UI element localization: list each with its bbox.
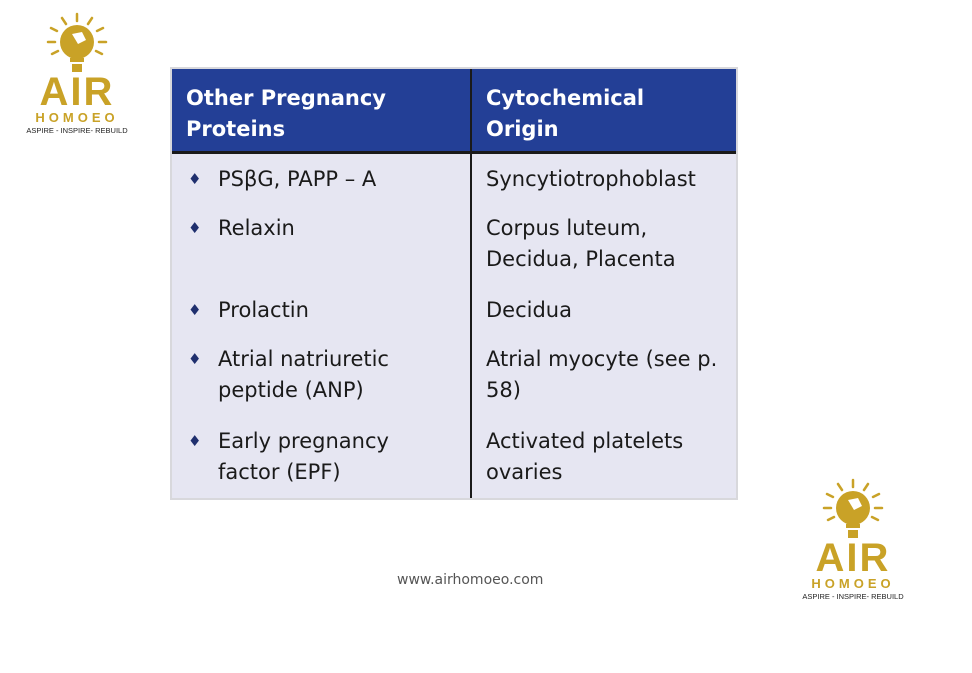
diamond-bullet-icon: ♦ [188,170,202,188]
protein-cell: ♦ Atrial natriuretic peptide (ANP) [172,334,472,416]
logo-top-left: AIR HOMOEO ASPIRE - INSPIRE- REBUILD [22,12,132,136]
lightbulb-icon [46,12,108,72]
protein-name: Early pregnancy factor (EPF) [218,428,389,484]
header-origin: Cytochemical Origin [471,69,736,154]
origin-cell: Atrial myocyte (see p. 58) [486,347,718,402]
protein-name: Atrial natriuretic peptide (ANP) [218,347,389,402]
table-row: ♦ Prolactin Decidua [172,285,736,334]
diamond-bullet-icon: ♦ [188,350,202,368]
protein-cell: ♦ Prolactin [172,285,472,334]
diamond-bullet-icon: ♦ [188,219,202,238]
website-url: www.airhomoeo.com [397,572,544,588]
origin-cell: Activated platelets ovaries [486,428,684,484]
lightbulb-icon [822,478,884,538]
origin-cell: Decidua [486,298,572,323]
protein-cell: ♦ PSβG, PAPP – A [172,152,472,204]
table-row: ♦ Early pregnancy factor (EPF) Activated p… [172,415,736,498]
protein-name: PSβG, PAPP – A [218,167,377,191]
diamond-bullet-icon: ♦ [188,431,202,450]
protein-name: Relaxin [218,216,295,241]
table-row: ♦ Atrial natriuretic peptide (ANP) Atrial … [172,334,736,416]
table-row: ♦ PSβG, PAPP – A Syncytiotrophoblast [172,152,736,204]
logo-bottom-right: AIR HOMOEO ASPIRE - INSPIRE- REBUILD [798,478,908,602]
protein-name: Prolactin [218,298,309,323]
pregnancy-proteins-table: Other Pregnancy Proteins Cytochemical Or… [170,67,738,500]
protein-cell: ♦ Early pregnancy factor (EPF) [172,415,472,498]
origin-cell: Corpus luteum, Decidua, Placenta [486,216,676,272]
protein-cell: ♦ Relaxin [172,203,472,286]
diamond-bullet-icon: ♦ [188,301,202,320]
header-proteins: Other Pregnancy Proteins [172,69,472,154]
table-row: ♦ Relaxin Corpus luteum, Decidua, Placenta [172,203,736,286]
origin-cell: Syncytiotrophoblast [486,167,696,191]
